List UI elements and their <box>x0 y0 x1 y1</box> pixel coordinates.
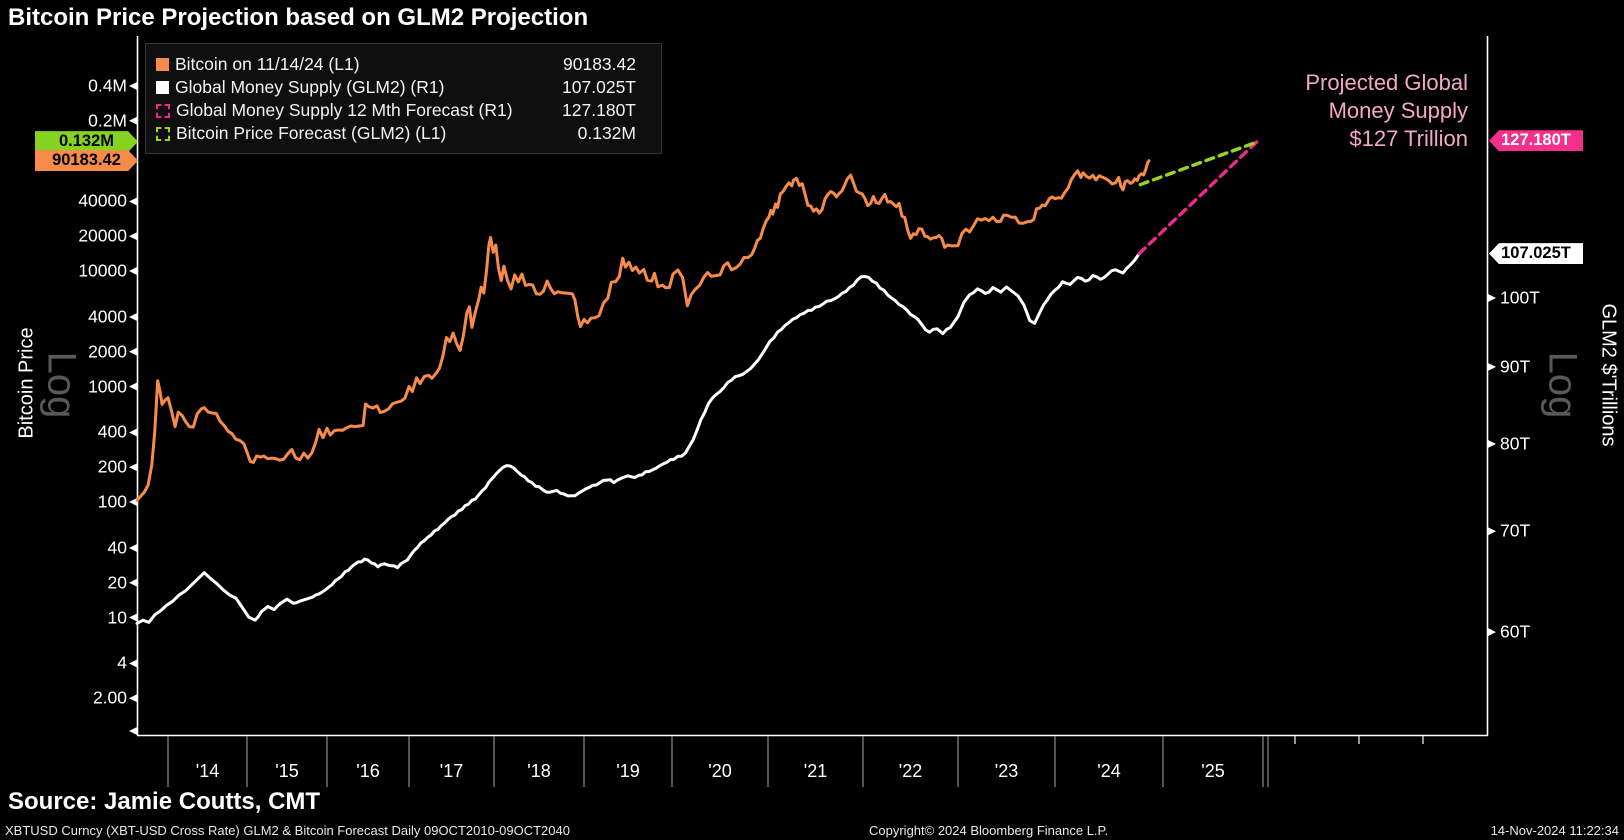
left-axis-tick <box>129 613 138 622</box>
legend-item: Bitcoin Price Forecast (GLM2) (L1) 0.132M <box>156 122 636 145</box>
left-axis-tick <box>129 694 138 703</box>
left-axis-tick <box>129 347 138 356</box>
right-axis-price-badge: 127.180T <box>1489 130 1583 152</box>
left-axis-tick-label: 200 <box>97 456 127 477</box>
left-axis-tick <box>129 463 138 472</box>
left-axis-tick-label: 0.2M <box>88 110 127 131</box>
left-axis-tick <box>129 232 138 241</box>
chart-legend: Bitcoin on 11/14/24 (L1) 90183.42 Global M… <box>145 43 662 154</box>
source-credit: Source: Jamie Coutts, CMT <box>8 788 321 815</box>
left-axis-tick <box>129 266 138 276</box>
projection-annotation: Projected Global Money Supply $127 Trillio… <box>1148 69 1468 153</box>
left-axis-tick <box>129 312 138 322</box>
projection-annotation-line: Money Supply <box>1328 98 1468 123</box>
footer-timestamp: 14-Nov-2024 11:22:34 <box>1490 823 1619 838</box>
x-axis-year-label: '17 <box>439 761 464 781</box>
projection-annotation-line: $127 Trillion <box>1349 126 1468 151</box>
x-axis-year-label: '24 <box>1097 761 1121 781</box>
glm2-line <box>135 252 1141 625</box>
right-axis-tick-label: 90T <box>1500 356 1531 377</box>
x-axis-year-label: '19 <box>616 761 640 781</box>
left-axis-tick-label: 1000 <box>88 376 127 396</box>
left-axis-tick-label: 4000 <box>88 306 127 327</box>
left-axis-price-badge: 90183.42 <box>35 150 138 171</box>
legend-swatch-icon <box>156 58 169 71</box>
right-axis-tick-label: 80T <box>1500 433 1531 454</box>
left-axis-tick <box>129 578 138 587</box>
projection-annotation-line: Projected Global <box>1305 70 1468 95</box>
left-axis-tick <box>129 197 138 206</box>
left-axis-tick-label: 10000 <box>78 260 127 281</box>
left-axis-tick-label: 4 <box>117 652 127 673</box>
left-axis-tick-label: 40 <box>107 537 127 558</box>
legend-item: Global Money Supply (GLM2) (R1) 107.025T <box>156 76 636 99</box>
right-axis-log-watermark: Log <box>1540 351 1585 419</box>
right-axis-price-badge: 107.025T <box>1489 243 1583 265</box>
left-axis-tick-label: 20000 <box>78 225 127 246</box>
glm2-forecast-line <box>1137 139 1260 256</box>
footer-security-info: XBTUSD Curncy (XBT-USD Cross Rate) GLM2 … <box>5 823 570 838</box>
x-axis-year-label: '21 <box>803 761 828 781</box>
right-axis-tick-label: 70T <box>1500 520 1531 541</box>
x-axis-year-label: '15 <box>275 761 299 781</box>
legend-item-value: 0.132M <box>577 123 636 143</box>
legend-item-value: 127.180T <box>562 100 636 120</box>
left-axis-tick <box>129 382 138 391</box>
left-axis-tick <box>129 81 138 91</box>
left-axis-tick-label: 400 <box>97 421 127 442</box>
legend-item: Global Money Supply 12 Mth Forecast (R1)… <box>156 99 636 122</box>
left-axis-tick <box>129 543 138 553</box>
left-axis-tick <box>129 726 138 736</box>
right-axis-tick <box>1487 627 1496 637</box>
legend-item-label: Global Money Supply 12 Mth Forecast (R1) <box>176 100 513 120</box>
left-axis-tick-label: 0.4M <box>88 75 127 96</box>
legend-swatch-icon <box>156 126 170 141</box>
left-axis-tick <box>129 116 138 125</box>
left-axis-price-badge: 0.132M <box>35 131 138 152</box>
x-axis-year-label: '18 <box>527 761 551 781</box>
page-title: Bitcoin Price Projection based on GLM2 P… <box>8 4 589 31</box>
x-axis-year-label: '14 <box>195 761 220 781</box>
x-axis-year-label: '22 <box>898 761 923 781</box>
x-axis-year-label: '20 <box>708 761 732 781</box>
legend-swatch-icon <box>156 103 170 118</box>
legend-item-value: 90183.42 <box>563 54 636 74</box>
x-axis-year-label: '16 <box>356 761 380 781</box>
right-axis-tick <box>1487 362 1496 372</box>
left-axis-tick <box>129 659 138 668</box>
legend-item-label: Bitcoin Price Forecast (GLM2) (L1) <box>176 123 447 143</box>
right-axis-tick <box>1487 439 1496 449</box>
legend-item: Bitcoin on 11/14/24 (L1) 90183.42 <box>156 53 636 76</box>
bitcoin-price-line <box>135 159 1151 502</box>
left-axis-tick-label: 20 <box>107 572 127 593</box>
left-axis-tick-label: 2000 <box>88 341 127 362</box>
right-axis-tick <box>1487 527 1496 536</box>
left-axis-tick-label: 2.00 <box>92 687 127 708</box>
right-axis-title: GLM2 $'Trillions <box>1597 303 1620 447</box>
right-axis-tick-label: 100T <box>1500 287 1540 308</box>
legend-item-value: 107.025T <box>562 77 636 97</box>
legend-swatch-icon <box>156 81 169 94</box>
left-axis-tick <box>129 497 138 507</box>
right-axis-tick <box>1487 293 1496 303</box>
left-axis-tick-label: 10 <box>107 607 127 627</box>
left-axis-tick-label: 100 <box>97 491 127 512</box>
legend-item-label: Bitcoin on 11/14/24 (L1) <box>175 54 360 74</box>
bitcoin-forecast-line <box>1138 139 1260 187</box>
legend-item-label: Global Money Supply (GLM2) (R1) <box>175 77 445 97</box>
right-axis-tick-label: 60T <box>1500 621 1531 642</box>
footer-copyright: Copyright© 2024 Bloomberg Finance L.P. <box>869 823 1109 838</box>
x-axis-year-label: '25 <box>1201 761 1225 781</box>
left-axis-tick <box>129 428 138 437</box>
left-axis-tick-label: 40000 <box>78 190 127 211</box>
x-axis-year-label: '23 <box>994 761 1019 781</box>
